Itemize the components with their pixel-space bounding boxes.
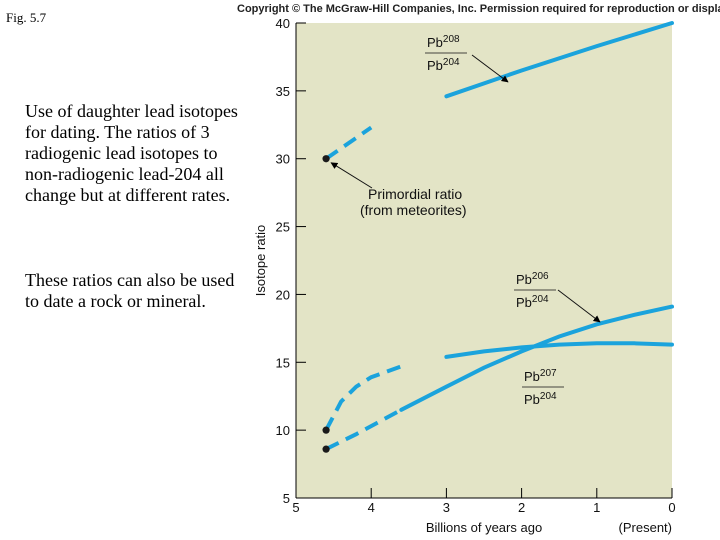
plot-background xyxy=(296,23,672,498)
y-tick-label-25: 25 xyxy=(276,220,290,235)
x-tick-label-4: 4 xyxy=(368,500,375,515)
series-start-point-pb208-pb204 xyxy=(322,155,330,163)
x-tick-label-1: 1 xyxy=(593,500,600,515)
series-line-dashed-pb206-pb204 xyxy=(325,408,403,451)
series-start-point-pb207-pb204 xyxy=(322,426,330,434)
ratio-arrow-pb206-pb204 xyxy=(557,289,601,323)
ratio-label-pb207-pb204-denominator: Pb204 xyxy=(524,391,557,407)
series-line-solid-pb207-pb204 xyxy=(444,341,674,359)
y-tick-label-20: 20 xyxy=(276,287,290,302)
y-axis-title: Isotope ratio xyxy=(253,225,268,297)
annotation-line-2: (from meteorites) xyxy=(360,202,467,218)
ratio-label-pb208-pb204-denominator: Pb204 xyxy=(427,57,460,73)
series-start-point-pb206-pb204 xyxy=(322,445,330,453)
series-line-solid-pb208-pb204 xyxy=(444,21,674,99)
description-paragraph-1: Use of daughter lead isotopes for dating… xyxy=(25,101,238,205)
ratio-label-pb206-pb204-numerator: Pb206 xyxy=(516,271,549,287)
x-axis-title: Billions of years ago xyxy=(426,520,542,535)
y-tick-label-10: 10 xyxy=(276,423,290,438)
y-tick-label-40: 40 xyxy=(276,16,290,31)
ratio-arrow-pb208-pb204 xyxy=(471,54,509,83)
series-line-dashed-pb207-pb204 xyxy=(324,364,402,432)
figure-label: Fig. 5.7 xyxy=(6,10,47,25)
y-tick-label-15: 15 xyxy=(276,355,290,370)
x-tick-label-0: 0 xyxy=(668,500,675,515)
y-tick-label-35: 35 xyxy=(276,84,290,99)
series-line-dashed-pb208-pb204 xyxy=(324,125,373,161)
series-line-solid-pb206-pb204 xyxy=(399,304,674,412)
description-paragraph-2: These ratios can also be used to date a … xyxy=(25,270,235,311)
x-tick-label-2: 2 xyxy=(518,500,525,515)
copyright-notice: Copyright © The McGraw-Hill Companies, I… xyxy=(237,3,720,15)
y-tick-label-30: 30 xyxy=(276,152,290,167)
annotation-line-1: Primordial ratio xyxy=(368,186,462,202)
x-tick-label-3: 3 xyxy=(443,500,450,515)
present-label: (Present) xyxy=(619,520,672,535)
ratio-label-pb207-pb204-numerator: Pb207 xyxy=(524,368,557,384)
ratio-label-pb206-pb204-denominator: Pb204 xyxy=(516,294,549,310)
x-tick-label-5: 5 xyxy=(292,500,299,515)
y-tick-label-5: 5 xyxy=(283,491,290,506)
ratio-label-pb208-pb204-numerator: Pb208 xyxy=(427,34,460,50)
annotation-arrow xyxy=(330,162,373,189)
